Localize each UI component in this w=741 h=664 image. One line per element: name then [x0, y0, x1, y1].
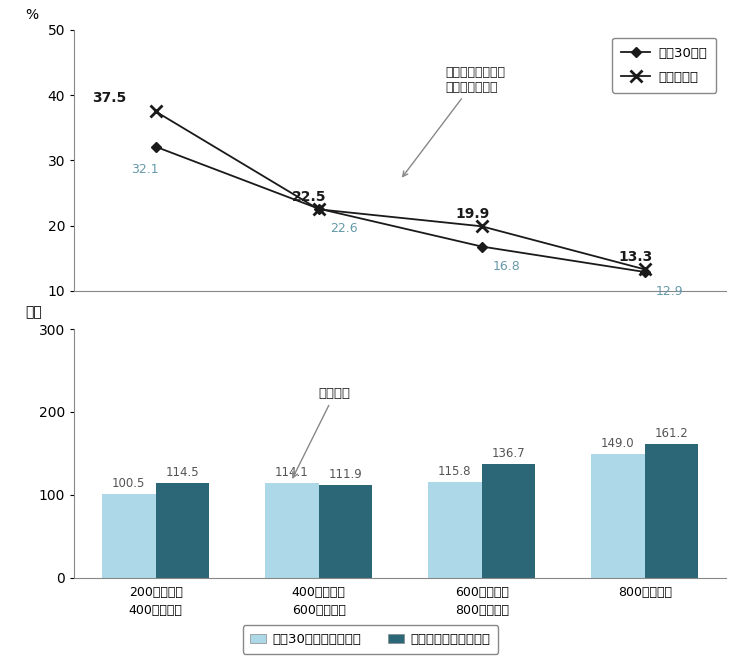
Text: 13.3: 13.3 [619, 250, 653, 264]
Bar [102, 495, 156, 578]
Text: 111.9: 111.9 [329, 468, 362, 481]
Legend: 平成30年度, 令和元年度: 平成30年度, 令和元年度 [612, 38, 717, 93]
Bar [482, 464, 536, 578]
Text: 114.1: 114.1 [275, 466, 308, 479]
Text: 32.1: 32.1 [131, 163, 159, 176]
Text: 37.5: 37.5 [92, 91, 126, 105]
Bar [156, 483, 210, 578]
Bar [645, 444, 699, 578]
Text: 万円: 万円 [25, 305, 42, 319]
Legend: 平成30年度　在学費用, 令和元年度　在学費用: 平成30年度 在学費用, 令和元年度 在学費用 [242, 625, 499, 654]
Text: 149.0: 149.0 [601, 437, 634, 450]
Text: 世帯年収に占める
在学費用の割合: 世帯年収に占める 在学費用の割合 [403, 66, 506, 177]
Bar [319, 485, 373, 578]
Text: 100.5: 100.5 [112, 477, 145, 490]
Text: 22.5: 22.5 [292, 190, 327, 204]
Text: 22.6: 22.6 [330, 222, 358, 234]
Text: 在学費用: 在学費用 [293, 387, 350, 477]
Bar [591, 454, 645, 578]
Text: 16.8: 16.8 [493, 260, 521, 272]
Text: %: % [25, 8, 39, 22]
Bar [265, 483, 319, 578]
Text: 136.7: 136.7 [492, 448, 525, 460]
Text: 114.5: 114.5 [166, 465, 199, 479]
Text: 161.2: 161.2 [655, 427, 688, 440]
Text: 12.9: 12.9 [656, 285, 684, 298]
Bar [428, 481, 482, 578]
Text: 19.9: 19.9 [456, 207, 490, 221]
Text: 115.8: 115.8 [438, 465, 471, 477]
